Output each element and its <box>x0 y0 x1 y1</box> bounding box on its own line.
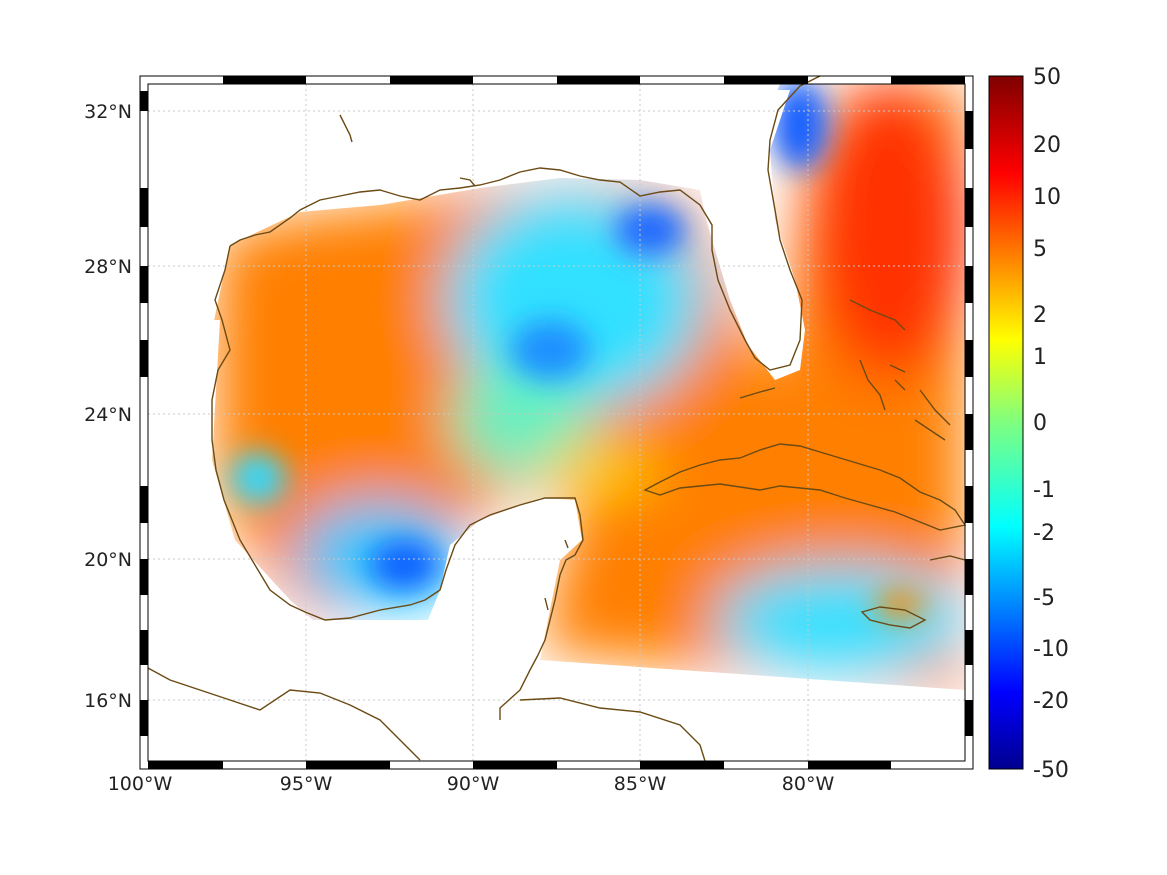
bahamas-islands <box>849 299 951 441</box>
colorbar-label-5: 5 <box>1033 237 1047 262</box>
colorbar-label-minus20: -20 <box>1033 689 1069 714</box>
central-america-land <box>430 660 965 761</box>
florida-land <box>700 90 805 380</box>
colorbar-labels: 50 20 10 5 2 1 0 -1 -2 -5 -10 -20 -50 <box>1033 65 1069 783</box>
cuba-outline <box>643 443 967 531</box>
colorbar-label-1: 1 <box>1033 345 1047 370</box>
y-tick-label-16n: 16°N <box>84 690 132 712</box>
colorbar-label-2: 2 <box>1033 303 1047 328</box>
atlantic-warm <box>810 84 965 380</box>
colorbar-label-minus5: -5 <box>1033 586 1055 611</box>
x-tick-label-90w: 90°W <box>447 773 500 795</box>
cuba-strait-yellow <box>540 445 660 495</box>
central-gulf-cool <box>450 360 590 480</box>
central-blue-spot <box>510 320 590 380</box>
caribbean-cool <box>715 565 965 675</box>
sea-surface-field <box>148 84 965 761</box>
y-tick-label-28n: 28°N <box>84 256 132 278</box>
right-border-stripes <box>965 111 973 736</box>
mexico-gulf-coastline <box>211 245 584 656</box>
colorbar-label-minus1: -1 <box>1033 478 1055 503</box>
west-gulf-eddy <box>230 452 286 504</box>
colorbar-label-minus50: -50 <box>1033 758 1069 783</box>
y-tick-label-24n: 24°N <box>84 404 132 426</box>
top-border-stripes <box>223 76 965 84</box>
coastlines <box>147 75 967 762</box>
y-tick-label-20n: 20°N <box>84 549 132 571</box>
campeche-blue-spot <box>370 540 440 590</box>
colorbar-label-20: 20 <box>1033 133 1061 158</box>
gulf-keys <box>739 387 776 399</box>
yucatan-land <box>420 498 582 720</box>
x-tick-label-85w: 85°W <box>614 773 667 795</box>
colorbar-label-0: 0 <box>1033 411 1047 436</box>
us-gulf-coastline <box>229 75 821 371</box>
bottom-border-stripes <box>148 761 891 769</box>
y-axis-labels: 32°N 28°N 24°N 20°N 16°N <box>84 101 132 712</box>
jamaica-outline <box>860 606 927 629</box>
jamaica-warm <box>875 591 925 619</box>
colorbar-gradient <box>988 75 1024 770</box>
colorbar-label-10: 10 <box>1033 185 1061 210</box>
colorbar-label-minus2: -2 <box>1033 521 1055 546</box>
mexico-west-land <box>148 320 315 660</box>
y-tick-label-32n: 32°N <box>84 101 132 123</box>
carolina-blue-spot <box>772 84 828 170</box>
great-lake-shore <box>339 114 476 187</box>
colorbar-label-50: 50 <box>1033 65 1061 90</box>
x-tick-label-95w: 95°W <box>280 773 333 795</box>
yucatan-islands <box>544 539 569 611</box>
belize-honduras-coastline <box>499 654 706 762</box>
x-tick-label-100w: 100°W <box>108 773 173 795</box>
grid-lines <box>148 84 965 761</box>
left-border-stripes <box>140 91 148 736</box>
colorbar-label-minus10: -10 <box>1033 637 1069 662</box>
central-america-coastline <box>147 667 421 761</box>
colorbar: 50 20 10 5 2 1 0 -1 -2 -5 -10 -20 -50 <box>988 65 1069 783</box>
hispaniola-outline <box>929 555 966 561</box>
x-axis-labels: 100°W 95°W 90°W 85°W 80°W <box>108 773 835 795</box>
map-frame <box>139 75 974 770</box>
x-tick-label-80w: 80°W <box>782 773 835 795</box>
north-gulf-blue-spot <box>615 205 685 255</box>
